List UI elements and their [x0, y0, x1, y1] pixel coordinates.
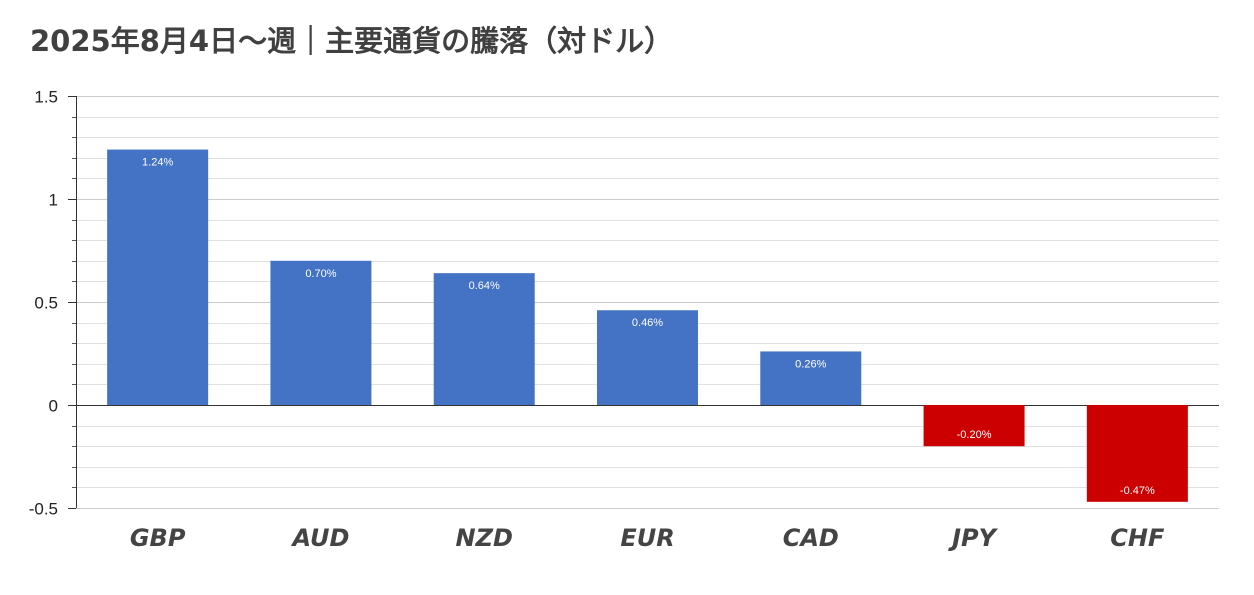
- bar-gbp: [107, 149, 209, 405]
- x-tick-label-jpy: JPY: [948, 524, 999, 552]
- x-tick-label-nzd: NZD: [456, 524, 513, 552]
- data-label-chf: -0.47%: [1120, 485, 1155, 497]
- data-label-aud: 0.70%: [305, 268, 336, 280]
- x-tick-label-chf: CHF: [1110, 524, 1165, 552]
- gridlines: [76, 96, 1219, 509]
- bar-nzd: [433, 273, 535, 405]
- y-tick-label: 0.5: [34, 294, 58, 313]
- chart-title: 2025年8月4日～週｜主要通貨の騰落（対ドル）: [30, 24, 674, 58]
- data-label-jpy: -0.20%: [957, 429, 992, 441]
- bar-eur: [597, 310, 698, 405]
- x-tick-label-aud: AUD: [290, 524, 349, 552]
- x-tick-label-cad: CAD: [783, 524, 839, 552]
- bar-aud: [270, 260, 372, 405]
- y-tick-label: 0: [49, 397, 58, 416]
- x-tick-label-eur: EUR: [620, 524, 674, 552]
- y-tick-label: -0.5: [29, 500, 58, 519]
- bar-chf: [1086, 405, 1188, 502]
- y-tick-label: 1: [49, 191, 58, 210]
- labels: -0.5 0 0.5 1 1.5 1.24% GBP 0.70% AUD 0.64% NZD 0.46…: [29, 88, 1165, 553]
- x-tick-label-gbp: GBP: [130, 524, 186, 552]
- axes: [68, 96, 1219, 509]
- data-label-eur: 0.46%: [632, 317, 663, 329]
- data-label-gbp: 1.24%: [142, 157, 173, 169]
- bars: [107, 149, 1188, 502]
- bar-cad: [760, 351, 862, 405]
- bar-jpy: [923, 405, 1025, 447]
- data-label-cad: 0.26%: [795, 358, 826, 370]
- y-tick-label: 1.5: [34, 88, 58, 107]
- data-label-nzd: 0.64%: [469, 280, 500, 292]
